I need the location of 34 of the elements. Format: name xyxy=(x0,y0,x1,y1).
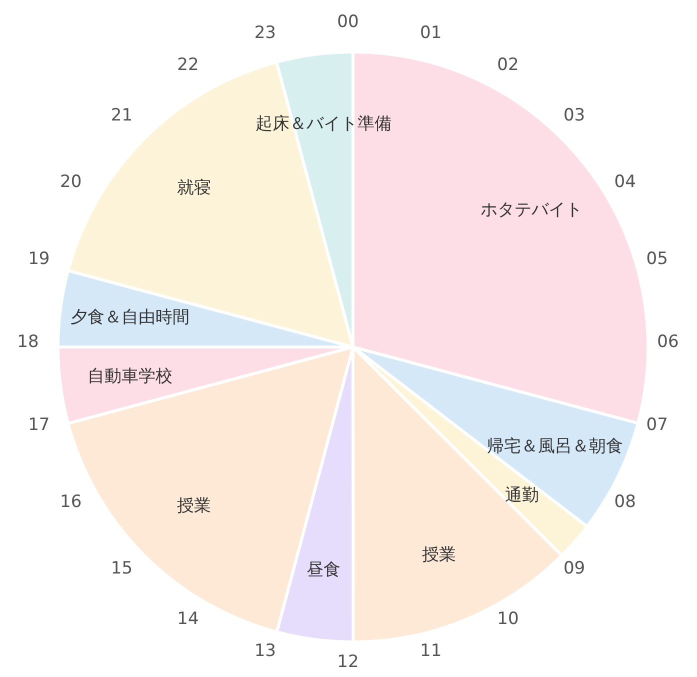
text: 09 xyxy=(563,558,586,578)
text: 07 xyxy=(646,414,668,435)
slice-label: 就寝 xyxy=(176,178,211,198)
text: 10 xyxy=(497,609,519,630)
text: 12 xyxy=(337,652,359,672)
text: 23 xyxy=(254,22,276,43)
text: 11 xyxy=(420,641,442,662)
text: 21 xyxy=(110,106,133,126)
text: 13 xyxy=(254,641,276,662)
text: 17 xyxy=(28,414,50,435)
text: 22 xyxy=(177,54,199,75)
text: 20 xyxy=(60,172,82,192)
slice-label: 授業 xyxy=(176,496,211,516)
text: 16 xyxy=(60,492,82,512)
slice-label: ホタテバイト xyxy=(480,200,582,220)
text: 05 xyxy=(646,249,668,270)
slice-label: 夕食＆自由時間 xyxy=(70,308,190,328)
text: 04 xyxy=(614,172,636,192)
text: 03 xyxy=(563,106,586,126)
text: 08 xyxy=(614,492,636,512)
text: 18 xyxy=(17,332,39,352)
text: 14 xyxy=(177,609,199,630)
slice-label: 通勤 xyxy=(505,485,540,506)
text: 19 xyxy=(28,249,50,270)
text: 02 xyxy=(497,54,519,75)
text: 15 xyxy=(110,558,133,578)
slice-label: 授業 xyxy=(422,544,456,565)
slice-label: 昼食 xyxy=(306,560,341,580)
text: 06 xyxy=(657,332,679,352)
slice-label: 起床＆バイト準備 xyxy=(256,114,392,134)
text: 00 xyxy=(337,12,359,32)
slice-label: 自動車学校 xyxy=(87,366,172,386)
slice-label: 帰宅＆風呂＆朝食 xyxy=(486,436,623,456)
text: 01 xyxy=(420,22,442,43)
